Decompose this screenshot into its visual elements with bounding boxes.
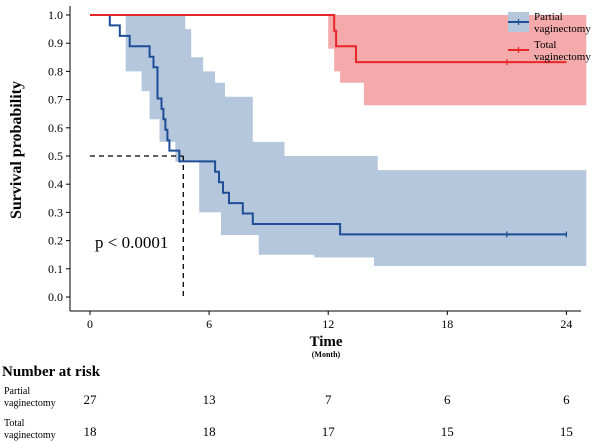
x-axis-subtitle: (Month) — [312, 350, 341, 359]
y-tick-label: 0.4 — [48, 177, 63, 191]
risk-value: 15 — [560, 424, 573, 439]
risk-row-label: vaginectomy — [4, 398, 56, 409]
axes: 0.0 0.1 0.2 0.3 0.4 0.5 0.6 0.7 0.8 0.9 1.0 0 6 12 18 2… — [48, 6, 581, 331]
x-axis-title: Time — [309, 334, 342, 350]
risk-table-title: Number at risk — [2, 364, 101, 380]
legend-label-line1: Partial — [534, 11, 563, 23]
y-tick-label: 0.7 — [48, 93, 63, 107]
survival-curves — [90, 14, 568, 238]
risk-row-label: Total — [4, 418, 25, 429]
risk-value: 6 — [444, 392, 451, 407]
risk-value: 27 — [84, 392, 98, 407]
risk-value: 17 — [322, 424, 336, 439]
y-tick-label: 1.0 — [48, 8, 63, 22]
y-tick-label: 0.1 — [48, 262, 63, 276]
risk-value: 7 — [325, 392, 332, 407]
risk-value: 18 — [84, 424, 97, 439]
x-tick-label: 6 — [206, 317, 212, 331]
y-tick-label: 0.9 — [48, 36, 63, 50]
y-tick-label: 0.5 — [48, 149, 63, 163]
y-tick-label: 0.3 — [48, 205, 63, 219]
median-survival-lines — [90, 155, 184, 297]
y-tick-label: 0.0 — [48, 290, 63, 304]
x-tick-label: 0 — [87, 317, 93, 331]
y-axis-title: Survival probability — [8, 81, 25, 219]
x-tick-label: 18 — [441, 317, 453, 331]
risk-value: 13 — [203, 392, 216, 407]
y-tick-label: 0.2 — [48, 234, 63, 248]
p-value-annotation: p < 0.0001 — [95, 233, 168, 252]
risk-value: 18 — [203, 424, 216, 439]
legend-label-line1: Total — [534, 39, 556, 51]
legend-label-line2: vaginectomy — [534, 23, 591, 35]
risk-row-label: Partial — [4, 386, 30, 397]
survival-curve-total — [90, 14, 567, 64]
legend-label-line2: vaginectomy — [534, 51, 591, 63]
x-tick-label: 12 — [322, 317, 334, 331]
y-tick-label: 0.6 — [48, 121, 63, 135]
x-tick-label: 24 — [560, 317, 572, 331]
risk-value: 15 — [441, 424, 454, 439]
survival-curve-partial — [90, 14, 567, 236]
risk-value: 6 — [563, 392, 570, 407]
y-tick-label: 0.8 — [48, 64, 63, 78]
confidence-band-total — [328, 15, 587, 106]
risk-row-label: vaginectomy — [4, 430, 56, 441]
